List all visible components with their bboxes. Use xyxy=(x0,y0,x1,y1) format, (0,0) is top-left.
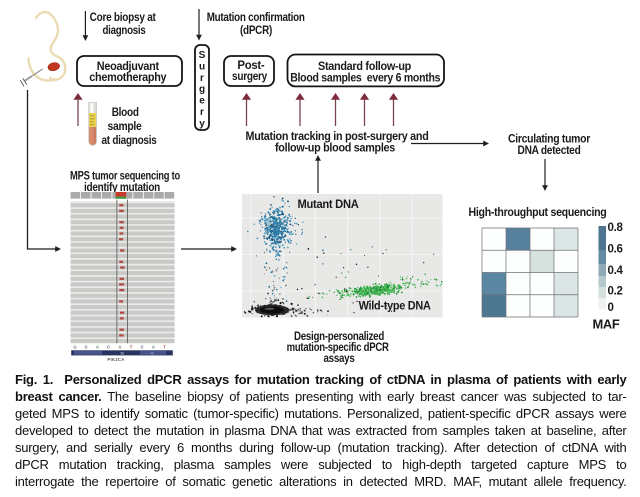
svg-text:Blood samples every 6 months: Blood samples every 6 months xyxy=(290,72,440,84)
svg-text:Post-: Post- xyxy=(237,60,264,72)
svg-text:A: A xyxy=(118,345,121,350)
svg-text:C: C xyxy=(85,345,88,350)
svg-text:C: C xyxy=(107,345,110,350)
svg-text:MAF: MAF xyxy=(593,318,621,332)
svg-text:DNA detected: DNA detected xyxy=(518,145,581,157)
svg-text:Circulating tumor: Circulating tumor xyxy=(508,133,591,145)
svg-text:0.8: 0.8 xyxy=(608,222,624,234)
svg-text:+1: +1 xyxy=(150,351,154,355)
svg-text:Wild-type DNA: Wild-type DNA xyxy=(359,299,432,313)
svg-text:T: T xyxy=(163,345,166,350)
svg-text:Mutation tracking in post-surg: Mutation tracking in post-surgery and xyxy=(246,131,429,143)
svg-text:Blood: Blood xyxy=(112,107,139,119)
svg-text:chemotheraphy: chemotheraphy xyxy=(89,72,167,84)
svg-text:sample: sample xyxy=(108,121,142,133)
svg-text:0.2: 0.2 xyxy=(608,286,623,298)
svg-text:0: 0 xyxy=(608,302,614,314)
svg-text:0.6: 0.6 xyxy=(608,244,623,256)
svg-text:A: A xyxy=(152,345,155,350)
svg-text:Standard follow-up: Standard follow-up xyxy=(318,61,411,73)
svg-text:Design-personalized: Design-personalized xyxy=(294,331,384,343)
svg-text:identify mutation: identify mutation xyxy=(84,182,160,194)
svg-text:mutation-specific dPCR: mutation-specific dPCR xyxy=(287,342,390,354)
svg-text:A: A xyxy=(96,345,99,350)
svg-text:u: u xyxy=(199,61,205,72)
svg-text:Core biopsy at: Core biopsy at xyxy=(90,12,156,24)
svg-text:C: C xyxy=(141,345,144,350)
svg-text:PIK3CA: PIK3CA xyxy=(107,357,124,362)
svg-text:High-throughput sequencing: High-throughput sequencing xyxy=(469,207,607,219)
svg-text:r: r xyxy=(200,73,204,84)
svg-text:surgery: surgery xyxy=(232,71,268,83)
svg-text:T: T xyxy=(130,345,133,350)
svg-text:diagnosis: diagnosis xyxy=(103,25,146,37)
svg-text:Neoadjuvant: Neoadjuvant xyxy=(97,61,159,73)
svg-text:38: 38 xyxy=(120,351,124,355)
svg-text:r: r xyxy=(200,107,204,118)
svg-text:assays: assays xyxy=(324,353,355,365)
svg-text:G: G xyxy=(73,345,77,350)
svg-text:g: g xyxy=(199,84,205,95)
svg-text:Mutation confirmation: Mutation confirmation xyxy=(207,12,305,24)
svg-text:Mutant DNA: Mutant DNA xyxy=(298,197,360,211)
svg-text:(dPCR): (dPCR) xyxy=(240,25,272,37)
svg-text:e: e xyxy=(199,96,205,107)
svg-text:follow-up blood samples: follow-up blood samples xyxy=(275,142,395,154)
svg-text:MPS tumor sequencing to: MPS tumor sequencing to xyxy=(70,171,180,183)
svg-text:y: y xyxy=(199,118,205,129)
svg-text:at diagnosis: at diagnosis xyxy=(102,135,157,147)
svg-text:0.4: 0.4 xyxy=(608,265,624,277)
svg-text:S: S xyxy=(199,50,206,61)
